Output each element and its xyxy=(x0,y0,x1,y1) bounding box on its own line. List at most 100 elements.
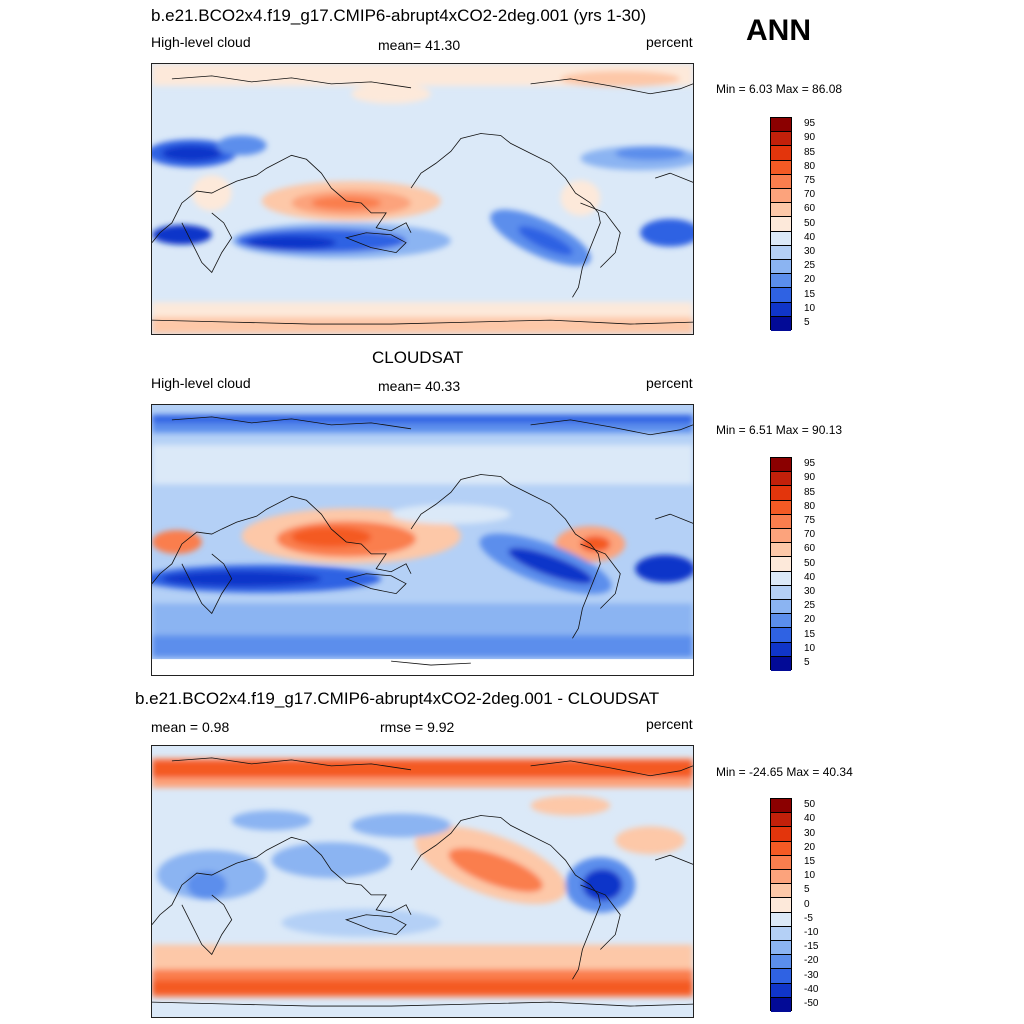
colorbar-tick-label: 0 xyxy=(804,898,810,910)
colorbar-tick-label: 25 xyxy=(804,260,816,272)
colorbar-swatch xyxy=(771,827,791,842)
colorbar-tick-label: 50 xyxy=(804,217,816,229)
colorbar-tick-label: 5 xyxy=(804,884,810,896)
colorbar-tick-label: 85 xyxy=(804,146,816,158)
colorbar-swatch xyxy=(771,458,791,473)
colorbar-tick-label: 85 xyxy=(804,486,816,498)
colorbar-swatch xyxy=(771,132,791,147)
coastlines xyxy=(152,757,693,1007)
panel-title-diff: b.e21.BCO2x4.f19_g17.CMIP6-abrupt4xCO2-2… xyxy=(135,689,660,708)
colorbar-tick-label: 15 xyxy=(804,288,816,300)
colorbar-swatch xyxy=(771,514,791,529)
colorbar-swatch xyxy=(771,997,791,1012)
mean-label-model: mean= 41.30 xyxy=(378,37,461,53)
colorbar-swatch xyxy=(771,969,791,984)
colorbar-swatch xyxy=(771,118,791,133)
colorbar-swatch xyxy=(771,628,791,643)
colorbar-swatch xyxy=(771,955,791,970)
colorbar-tick-label: 15 xyxy=(804,628,816,640)
colorbar-swatch xyxy=(771,316,791,331)
colorbar-swatch xyxy=(771,841,791,856)
colorbar-tick-label: 20 xyxy=(804,841,816,853)
panel-title-obs: CLOUDSAT xyxy=(372,348,464,367)
colorbar-tick-label: 30 xyxy=(804,585,816,597)
colorbar-tick-label: -50 xyxy=(804,997,819,1009)
colorbar-model xyxy=(770,117,792,331)
colorbar-tick-label: 10 xyxy=(804,302,816,314)
colorbar-swatch xyxy=(771,245,791,260)
map-model xyxy=(152,64,693,334)
map-diff xyxy=(152,746,693,1017)
colorbar-tick-label: 60 xyxy=(804,543,816,555)
colorbar-tick-label: 50 xyxy=(804,557,816,569)
minmax-label-diff: Min = -24.65 Max = 40.34 xyxy=(716,765,853,779)
colorbar-tick-label: 25 xyxy=(804,600,816,612)
colorbar-swatch xyxy=(771,529,791,544)
rmse-label-diff: rmse = 9.92 xyxy=(380,719,455,735)
colorbar-swatch xyxy=(771,855,791,870)
colorbar-swatch xyxy=(771,302,791,317)
coastlines xyxy=(152,416,693,666)
units-label-model: percent xyxy=(646,34,693,50)
colorbar-swatch xyxy=(771,472,791,487)
colorbar-tick-label: -20 xyxy=(804,955,819,967)
colorbar-swatch xyxy=(771,884,791,899)
colorbar-swatch xyxy=(771,146,791,161)
map-obs xyxy=(152,405,693,675)
colorbar-swatch xyxy=(771,274,791,289)
colorbar-tick-label: 40 xyxy=(804,571,816,583)
colorbar-swatch xyxy=(771,288,791,303)
colorbar-diff xyxy=(770,798,792,1012)
colorbar-tick-label: 5 xyxy=(804,316,810,328)
colorbar-tick-label: 80 xyxy=(804,500,816,512)
colorbar-tick-label: -30 xyxy=(804,969,819,981)
mean-label-obs: mean= 40.33 xyxy=(378,378,461,394)
colorbar-tick-label: -40 xyxy=(804,983,819,995)
colorbar-swatch xyxy=(771,486,791,501)
colorbar-swatch xyxy=(771,870,791,885)
colorbar-swatch xyxy=(771,571,791,586)
colorbar-swatch xyxy=(771,543,791,558)
colorbar-swatch xyxy=(771,799,791,814)
minmax-label-model: Min = 6.03 Max = 86.08 xyxy=(716,82,843,96)
map-panel-diff xyxy=(151,745,694,1018)
minmax-label-obs: Min = 6.51 Max = 90.13 xyxy=(716,423,843,437)
colorbar-tick-label: 10 xyxy=(804,870,816,882)
colorbar-tick-label: -10 xyxy=(804,926,819,938)
colorbar-tick-label: 75 xyxy=(804,174,816,186)
colorbar-swatch xyxy=(771,557,791,572)
colorbar-swatch xyxy=(771,912,791,927)
colorbar-swatch xyxy=(771,174,791,189)
colorbar-tick-label: 80 xyxy=(804,160,816,172)
colorbar-tick-label: 30 xyxy=(804,827,816,839)
mean-label-diff: mean = 0.98 xyxy=(151,719,230,735)
colorbar-swatch xyxy=(771,260,791,275)
colorbar-swatch xyxy=(771,500,791,515)
colorbar-swatch xyxy=(771,941,791,956)
units-label-diff: percent xyxy=(646,716,693,732)
colorbar-swatch xyxy=(771,160,791,175)
colorbar-tick-label: 75 xyxy=(804,514,816,526)
variable-label-obs: High-level cloud xyxy=(151,375,251,391)
colorbar-tick-label: 15 xyxy=(804,855,816,867)
colorbar-swatch xyxy=(771,614,791,629)
colorbar-tick-label: 20 xyxy=(804,274,816,286)
colorbar-tick-label: 90 xyxy=(804,472,816,484)
colorbar-swatch xyxy=(771,813,791,828)
units-label-obs: percent xyxy=(646,375,693,391)
colorbar-tick-label: 95 xyxy=(804,118,816,130)
colorbar-swatch xyxy=(771,898,791,913)
colorbar-swatch xyxy=(771,656,791,671)
colorbar-swatch xyxy=(771,203,791,218)
map-panel-obs xyxy=(151,404,694,676)
colorbar-swatch xyxy=(771,585,791,600)
colorbar-tick-label: 90 xyxy=(804,132,816,144)
colorbar-swatch xyxy=(771,231,791,246)
colorbar-tick-label: 20 xyxy=(804,614,816,626)
colorbar-tick-label: 70 xyxy=(804,189,816,201)
colorbar-tick-label: 40 xyxy=(804,231,816,243)
colorbar-tick-label: 30 xyxy=(804,245,816,257)
colorbar-tick-label: -15 xyxy=(804,941,819,953)
colorbar-tick-label: 70 xyxy=(804,529,816,541)
coastlines xyxy=(152,75,693,325)
